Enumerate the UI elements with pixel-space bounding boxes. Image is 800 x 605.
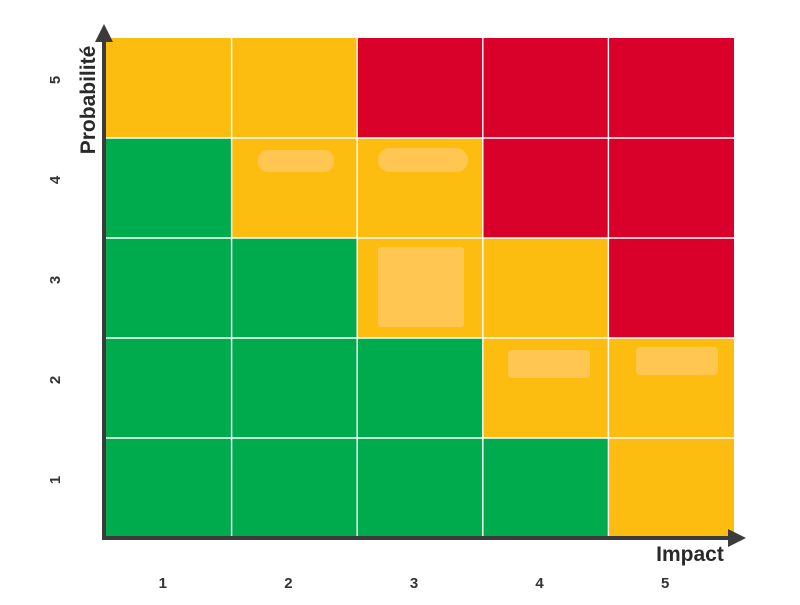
redacted-label-patch — [508, 350, 590, 378]
cell-p1-i1-green — [106, 438, 232, 538]
y-tick-label: 4 — [47, 175, 64, 184]
cell-p2-i3-green — [357, 338, 483, 438]
redacted-label-patch — [378, 148, 468, 172]
cell-p3-i5-red — [608, 238, 734, 338]
axes-layer — [95, 24, 746, 547]
cell-p5-i2-amber — [231, 38, 358, 138]
x-tick-label: 5 — [661, 575, 669, 592]
cell-p3-i2-green — [231, 238, 358, 338]
grid-lines — [106, 38, 734, 538]
y-tick-label: 3 — [47, 276, 64, 284]
redacted-label-patch — [258, 150, 334, 172]
x-tick-label: 1 — [159, 575, 167, 592]
redacted-labels-layer — [258, 148, 718, 378]
cell-p1-i2-green — [231, 438, 358, 538]
cell-p5-i5-red — [608, 38, 734, 138]
y-tick-label: 1 — [47, 476, 64, 484]
redacted-label-patch — [378, 247, 464, 327]
redacted-label-patch — [636, 347, 718, 375]
y-tick-label: 5 — [47, 76, 64, 84]
cell-p5-i4-red — [482, 38, 609, 138]
cell-p2-i1-green — [106, 338, 232, 438]
x-axis-label: Impact — [656, 543, 724, 566]
tick-labels-layer: 1 2 3 4 5 1 2 3 4 5 — [47, 76, 669, 592]
cell-p5-i3-red — [357, 38, 483, 138]
cell-p3-i4-amber — [482, 238, 609, 338]
cell-p4-i4-red — [482, 138, 609, 238]
x-tick-label: 4 — [535, 575, 544, 592]
x-tick-label: 3 — [410, 575, 418, 592]
cell-p1-i5-amber — [608, 438, 734, 538]
x-axis-arrow-icon — [728, 529, 746, 547]
y-axis-label: Probabilité — [77, 46, 100, 155]
cell-p1-i4-green — [482, 438, 609, 538]
cell-p4-i1-green — [106, 138, 232, 238]
cell-p2-i2-green — [231, 338, 358, 438]
y-axis-arrow-icon — [95, 24, 113, 42]
cell-p1-i3-green — [357, 438, 483, 538]
cell-p3-i1-green — [106, 238, 232, 338]
cell-p4-i5-red — [608, 138, 734, 238]
x-tick-label: 2 — [284, 575, 292, 592]
y-tick-label: 2 — [47, 376, 64, 384]
cell-p5-i1-amber — [106, 38, 232, 138]
